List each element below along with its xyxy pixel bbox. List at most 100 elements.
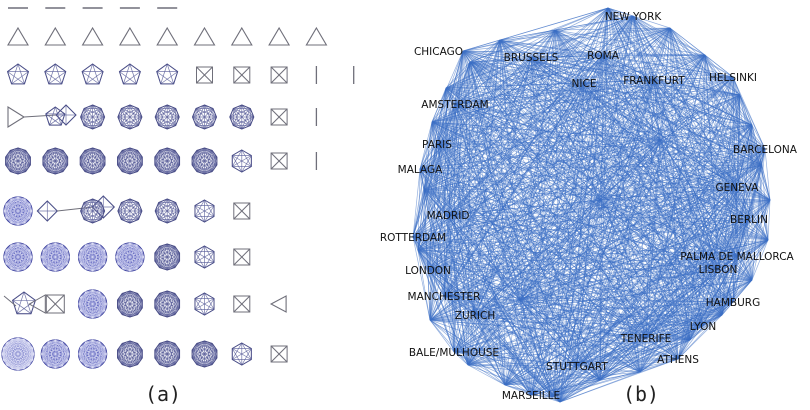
network-edge — [559, 279, 753, 403]
network-edge — [412, 189, 425, 238]
network-edge — [474, 139, 661, 316]
network-edge — [499, 39, 601, 201]
network-edge — [423, 87, 447, 191]
network-edge — [431, 121, 455, 353]
network-edge — [445, 79, 655, 89]
network-edge — [469, 61, 661, 141]
network-edge — [417, 249, 691, 341]
network-edge — [659, 94, 741, 141]
network-edge — [412, 121, 433, 238]
network-edge — [551, 379, 601, 398]
motif-hex — [194, 292, 215, 316]
panel-b-caption: (b) — [623, 382, 659, 406]
network-edge — [499, 7, 609, 41]
network-edge — [412, 29, 556, 238]
network-edge — [599, 199, 641, 373]
network-edge — [423, 189, 679, 360]
city-label-manchester: MANCHESTER — [408, 291, 481, 303]
motif-dense — [77, 289, 108, 319]
network-edge — [417, 249, 521, 301]
network-edge — [467, 364, 641, 373]
network-edge — [576, 314, 723, 367]
network-edge — [530, 199, 771, 396]
motif-dense — [3, 242, 33, 272]
network-edge — [423, 7, 609, 191]
network-edge — [551, 27, 671, 398]
motif-sq — [196, 66, 213, 84]
network-edge — [417, 249, 753, 281]
motif-oct — [154, 104, 180, 130]
network-edge — [607, 7, 671, 29]
panel-a-caption: (a) — [145, 382, 181, 406]
motif-dec — [117, 147, 143, 175]
network-edge — [423, 54, 706, 191]
motif-oct — [154, 198, 180, 224]
network-edge — [423, 189, 532, 396]
network-edge — [445, 87, 641, 373]
network-edge — [639, 314, 723, 373]
network-edge — [469, 61, 763, 166]
network-edge — [417, 249, 506, 386]
network-edge — [431, 87, 447, 123]
network-edge — [551, 396, 561, 403]
network-edge — [431, 121, 753, 281]
network-edge — [462, 29, 556, 52]
city-label-barcelona: BARCELONA — [733, 144, 798, 156]
network-edge — [669, 27, 741, 96]
city-label-marseille: MARSEILLE — [502, 390, 560, 402]
city-label-london: LONDON — [405, 265, 451, 277]
network-edge — [417, 249, 553, 398]
network-edge — [554, 29, 723, 316]
network-edge — [659, 139, 763, 166]
network-edge — [504, 384, 561, 403]
network-edge — [764, 148, 771, 201]
network-edge — [499, 39, 741, 96]
network-edge — [599, 339, 691, 381]
network-edge — [519, 199, 601, 301]
network-edge — [429, 7, 609, 321]
network-edge — [519, 199, 771, 301]
network-edge — [504, 339, 691, 386]
network-edge — [431, 27, 671, 123]
motif-dec — [154, 243, 181, 271]
network-edge — [445, 87, 741, 96]
network-edge — [443, 268, 719, 297]
motif-pent — [6, 63, 30, 85]
city-label-malaga: MALAGA — [398, 164, 443, 176]
network-edge — [607, 7, 661, 141]
network-edge — [659, 27, 671, 141]
network-edge — [417, 249, 641, 373]
network-edge — [417, 189, 425, 251]
motif-dense — [40, 242, 70, 272]
network-edge — [721, 164, 763, 316]
network-edge — [445, 87, 771, 201]
network-edge — [431, 121, 641, 373]
network-edge — [445, 87, 521, 301]
network-edge — [412, 168, 421, 238]
motif-tri — [305, 26, 328, 46]
network-edge — [751, 199, 771, 281]
network-edge — [576, 218, 750, 367]
network-edge — [445, 54, 706, 89]
network-edge — [767, 199, 771, 241]
network-edge — [469, 61, 561, 403]
network-edge — [599, 164, 763, 201]
network-edge — [417, 124, 753, 251]
network-edge — [423, 189, 561, 403]
network-edge — [427, 268, 719, 271]
motif-hex — [194, 245, 215, 269]
network-edge — [412, 236, 431, 321]
network-edge — [469, 54, 706, 63]
city-label-tenerife: TENERIFE — [620, 333, 672, 345]
network-edge — [417, 249, 561, 403]
city-label-hamburg: HAMBURG — [706, 297, 760, 309]
network-edge — [469, 61, 753, 281]
network-edge — [551, 124, 753, 398]
motif-oct — [117, 198, 143, 224]
network-edge — [431, 121, 578, 367]
network-edge — [554, 27, 671, 31]
network-edge — [467, 124, 753, 366]
city-label-zurich: ZURICH — [455, 310, 496, 322]
network-edge — [504, 27, 671, 386]
network-edge — [639, 339, 691, 373]
